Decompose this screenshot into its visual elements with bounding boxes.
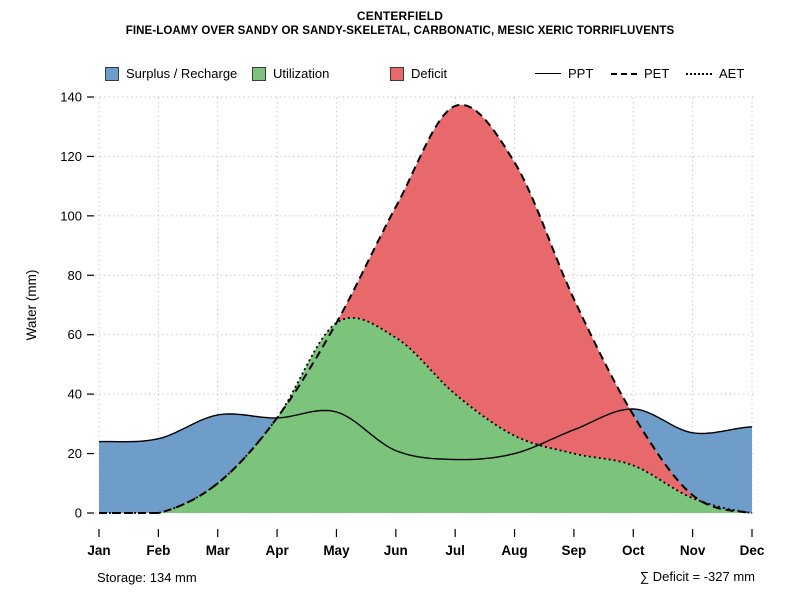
legend-item-deficit: Deficit	[390, 66, 447, 81]
svg-text:Aug: Aug	[501, 543, 527, 558]
ppt-line-sample	[535, 73, 561, 74]
legend-item-ppt: PPT	[535, 66, 593, 81]
storage-annotation: Storage: 134 mm	[97, 570, 197, 585]
svg-text:Sep: Sep	[562, 543, 587, 558]
utilization-swatch	[252, 66, 266, 81]
svg-text:Jan: Jan	[87, 543, 110, 558]
legend-label-pet: PET	[644, 66, 670, 81]
svg-text:Nov: Nov	[680, 543, 706, 558]
svg-text:Water (mm): Water (mm)	[24, 270, 39, 341]
svg-text:Dec: Dec	[740, 543, 765, 558]
svg-text:Oct: Oct	[622, 543, 645, 558]
legend-item-aet: AET	[686, 66, 744, 81]
chart-subtitle: FINE-LOAMY OVER SANDY OR SANDY-SKELETAL,…	[125, 25, 675, 37]
legend-label-surplus: Surplus / Recharge	[126, 66, 238, 81]
svg-text:Jun: Jun	[384, 543, 408, 558]
legend-item-pet: PET	[611, 66, 669, 81]
legend-label-utilization: Utilization	[273, 66, 330, 81]
svg-text:120: 120	[60, 149, 82, 164]
svg-text:60: 60	[68, 327, 82, 342]
legend-item-surplus: Surplus / Recharge	[105, 66, 237, 81]
aet-line-sample	[686, 72, 712, 75]
svg-text:Jul: Jul	[445, 543, 465, 558]
svg-text:May: May	[323, 543, 350, 558]
chart-title: CENTERFIELD	[356, 9, 444, 23]
svg-text:140: 140	[60, 90, 82, 105]
svg-text:0: 0	[75, 506, 82, 521]
svg-text:40: 40	[68, 387, 82, 402]
svg-text:Feb: Feb	[146, 543, 170, 558]
surplus-swatch	[105, 66, 119, 81]
pet-line-sample	[611, 72, 637, 75]
deficit-swatch	[390, 66, 404, 81]
svg-text:80: 80	[68, 268, 82, 283]
legend: Surplus / Recharge Utilization Deficit P…	[95, 66, 755, 84]
sum-deficit-annotation: ∑ Deficit = -327 mm	[639, 569, 755, 584]
legend-label-aet: AET	[719, 66, 745, 81]
svg-text:Apr: Apr	[265, 543, 289, 558]
svg-text:20: 20	[68, 446, 82, 461]
legend-label-deficit: Deficit	[411, 66, 448, 81]
svg-text:Mar: Mar	[206, 543, 231, 558]
legend-item-utilization: Utilization	[252, 66, 329, 81]
legend-label-ppt: PPT	[568, 66, 594, 81]
svg-text:100: 100	[60, 208, 82, 223]
